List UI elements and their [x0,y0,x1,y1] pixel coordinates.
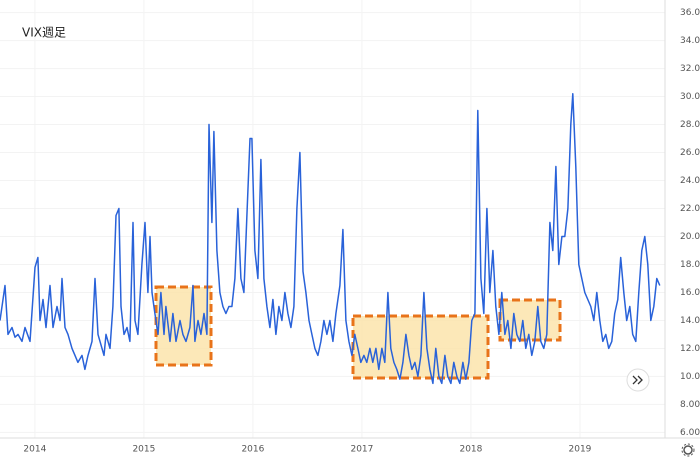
y-tick-label: 24.00 [680,176,700,186]
y-tick-label: 18.00 [680,260,700,270]
x-tick-label: 2014 [23,445,46,455]
y-tick-label: 32.00 [680,64,700,74]
x-tick-label: 2017 [350,445,373,455]
line [0,93,661,385]
y-tick-label: 30.00 [680,92,700,102]
y-tick-label: 22.00 [680,204,700,214]
y-tick-label: 16.00 [680,288,700,298]
y-tick-label: 28.00 [680,120,700,130]
y-tick-label: 26.00 [680,148,700,158]
chart-title: VIX週足 [22,26,66,40]
y-tick-label: 12.00 [680,344,700,354]
y-tick-label: 36.00 [680,8,700,18]
x-tick-label: 2018 [459,445,482,455]
x-tick-label: 2015 [132,445,155,455]
scroll-button[interactable] [626,368,650,392]
x-tick-label: 2016 [241,445,264,455]
highlight-box [498,298,562,342]
y-tick-label: 10.00 [680,372,700,382]
y-tick-label: 20.00 [680,232,700,242]
y-tick-label: 34.00 [680,36,700,46]
y-tick-label: 8.00 [680,400,700,410]
y-tick-label: 14.00 [680,316,700,326]
y-tick-label: 6.00 [680,428,700,438]
x-tick-label: 2019 [569,445,592,455]
grid [0,0,665,438]
settings-icon[interactable] [681,443,695,457]
